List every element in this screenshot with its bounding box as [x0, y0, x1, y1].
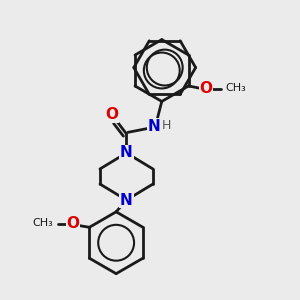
Text: CH₃: CH₃	[225, 83, 246, 93]
Text: O: O	[105, 107, 118, 122]
Text: O: O	[67, 216, 80, 231]
Text: O: O	[200, 81, 213, 96]
Text: N: N	[148, 119, 161, 134]
Text: H: H	[162, 119, 172, 132]
Text: N: N	[120, 193, 133, 208]
Text: CH₃: CH₃	[33, 218, 53, 228]
Text: N: N	[120, 146, 133, 160]
